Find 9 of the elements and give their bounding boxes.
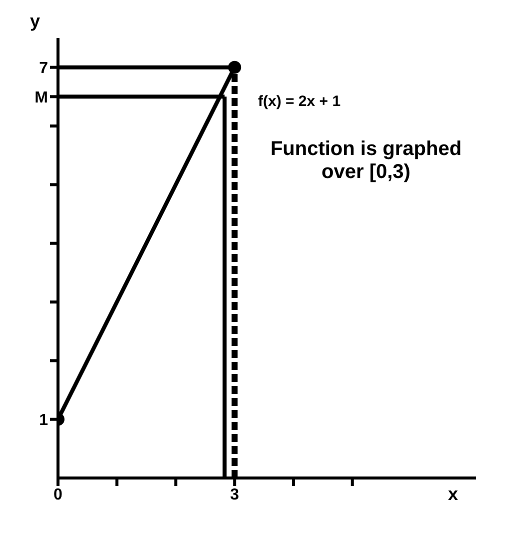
y-tick-label: 1 — [39, 412, 48, 430]
y-tick-label: M — [34, 89, 48, 106]
x-tick-label: 0 — [54, 486, 63, 504]
annotation: Function is graphed over [0,3) — [269, 138, 463, 184]
y-axis-title: y — [30, 10, 40, 31]
y-tick-label: 7 — [39, 60, 48, 78]
x-axis-title: x — [448, 484, 458, 504]
annotation: f(x) = 2x + 1 — [258, 93, 341, 110]
x-tick-label: 3 — [230, 486, 240, 504]
